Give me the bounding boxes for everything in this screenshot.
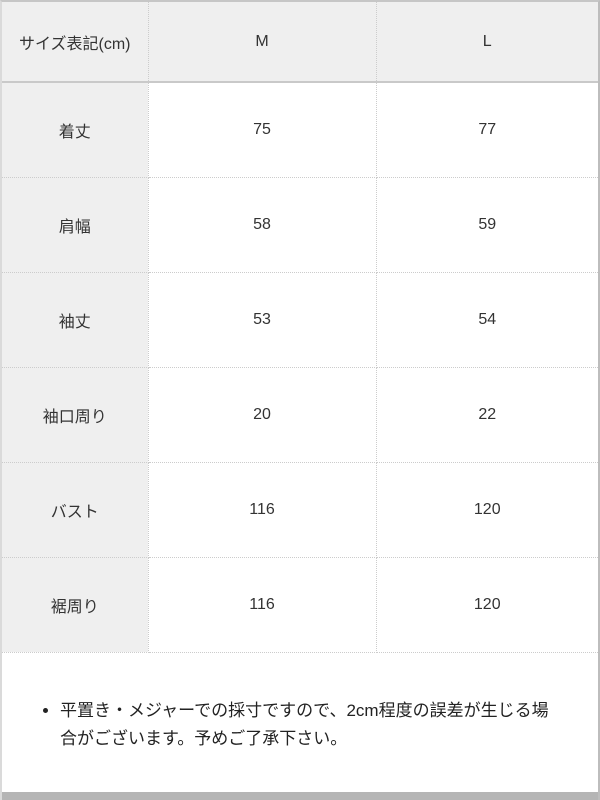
row-label: 裾周り xyxy=(2,556,149,653)
row-label: バスト xyxy=(2,461,149,558)
cell-l: 120 xyxy=(375,556,598,653)
note-item: 平置き・メジャーでの採寸ですので、2cm程度の誤差が生じる場合がございます。予め… xyxy=(60,697,564,753)
horizontal-scrollbar[interactable] xyxy=(2,792,598,800)
row-label: 袖丈 xyxy=(2,271,149,368)
cell-l: 22 xyxy=(375,366,598,463)
measurement-notes: 平置き・メジャーでの採寸ですので、2cm程度の誤差が生じる場合がございます。予め… xyxy=(2,652,598,792)
table-row-bust: バスト 116 120 xyxy=(2,461,598,558)
size-chart-header-size-m: M xyxy=(147,2,377,83)
cell-m: 75 xyxy=(147,81,377,178)
size-chart-header-label: サイズ表記(cm) xyxy=(2,2,149,83)
size-chart-header-size-l: L xyxy=(375,2,598,83)
cell-l: 54 xyxy=(375,271,598,368)
table-row-body-length: 着丈 75 77 xyxy=(2,81,598,178)
cell-m: 20 xyxy=(147,366,377,463)
cell-m: 116 xyxy=(147,461,377,558)
cell-l: 120 xyxy=(375,461,598,558)
cell-l: 77 xyxy=(375,81,598,178)
row-label: 袖口周り xyxy=(2,366,149,463)
table-row-shoulder-width: 肩幅 58 59 xyxy=(2,176,598,273)
table-row-sleeve-length: 袖丈 53 54 xyxy=(2,271,598,368)
row-label: 肩幅 xyxy=(2,176,149,273)
table-row-hem-circumference: 裾周り 116 120 xyxy=(2,556,598,653)
size-chart-table: サイズ表記(cm) M L 着丈 75 77 肩幅 58 59 袖丈 53 54 xyxy=(2,2,598,653)
size-chart-header-row: サイズ表記(cm) M L xyxy=(2,2,598,83)
cell-l: 59 xyxy=(375,176,598,273)
notes-list: 平置き・メジャーでの採寸ですので、2cm程度の誤差が生じる場合がございます。予め… xyxy=(30,697,564,753)
cell-m: 53 xyxy=(147,271,377,368)
cell-m: 58 xyxy=(147,176,377,273)
table-row-cuff-circumference: 袖口周り 20 22 xyxy=(2,366,598,463)
row-label: 着丈 xyxy=(2,81,149,178)
cell-m: 116 xyxy=(147,556,377,653)
